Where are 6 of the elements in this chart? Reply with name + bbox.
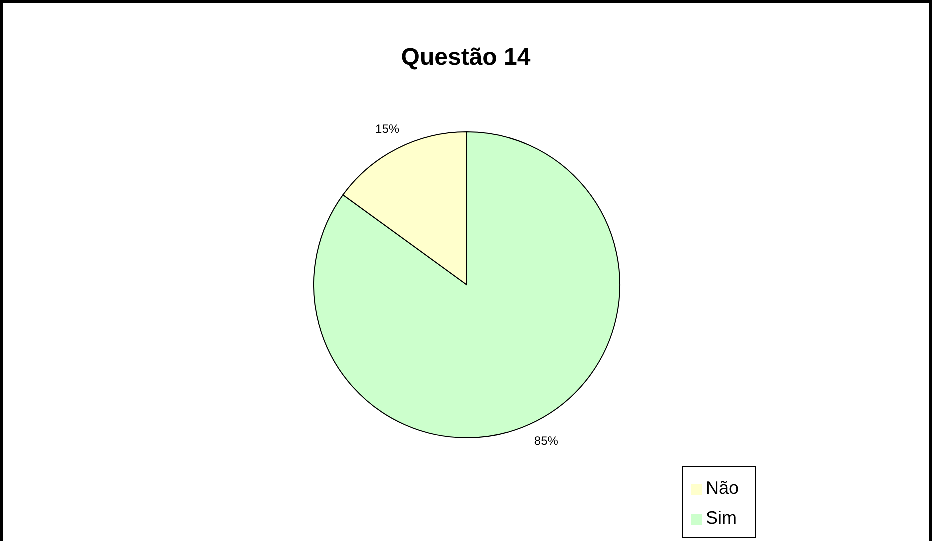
data-label: 85% bbox=[534, 434, 559, 448]
pie-slice bbox=[314, 132, 620, 438]
legend-label: Sim bbox=[706, 508, 737, 528]
chart-title: Questão 14 bbox=[400, 44, 532, 72]
data-label: 15% bbox=[376, 122, 400, 136]
legend-label: Não bbox=[706, 478, 740, 498]
